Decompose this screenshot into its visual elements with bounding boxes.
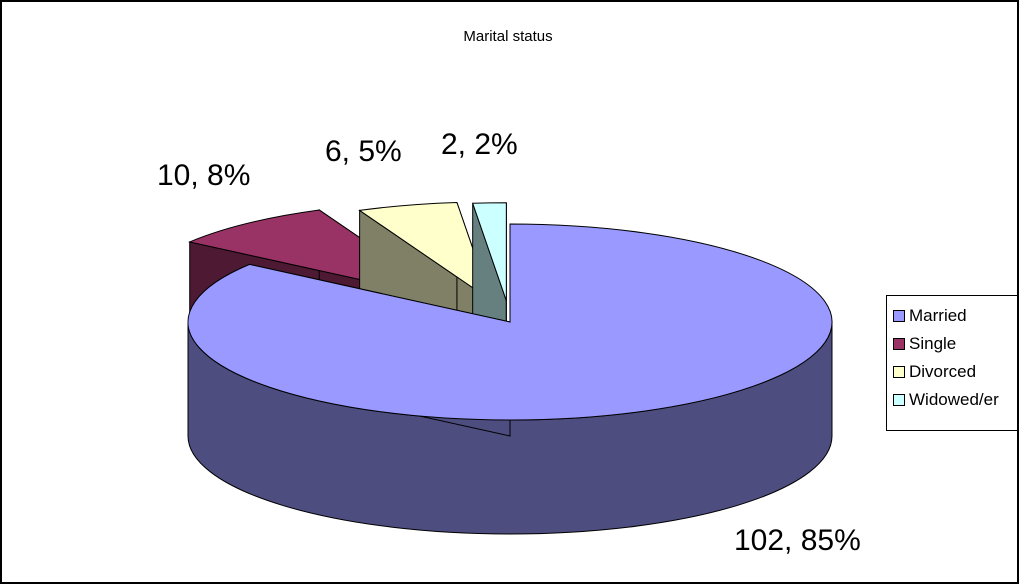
legend-item-single: Single bbox=[887, 330, 1017, 358]
legend-swatch bbox=[893, 366, 905, 378]
legend-label: Divorced bbox=[909, 362, 977, 381]
legend-label: Widowed/er bbox=[909, 390, 999, 409]
pie-slice-married bbox=[187, 223, 833, 535]
legend-swatch bbox=[893, 394, 905, 406]
legend-label: Married bbox=[909, 306, 967, 325]
data-label-widowed-er: 2, 2% bbox=[441, 128, 518, 161]
data-label-divorced: 6, 5% bbox=[325, 135, 402, 168]
legend-label: Single bbox=[909, 334, 957, 353]
chart-title: Marital status bbox=[463, 28, 553, 45]
legend-item-married: Married bbox=[887, 302, 1017, 330]
legend: Married Single Divorced Widowed/er bbox=[886, 295, 1017, 431]
data-label-single: 10, 8% bbox=[157, 159, 250, 192]
legend-item-widowed-er: Widowed/er bbox=[887, 386, 1017, 414]
legend-swatch bbox=[893, 310, 905, 322]
legend-swatch bbox=[893, 338, 905, 350]
data-label-married: 102, 85% bbox=[734, 524, 861, 557]
legend-item-divorced: Divorced bbox=[887, 358, 1017, 386]
